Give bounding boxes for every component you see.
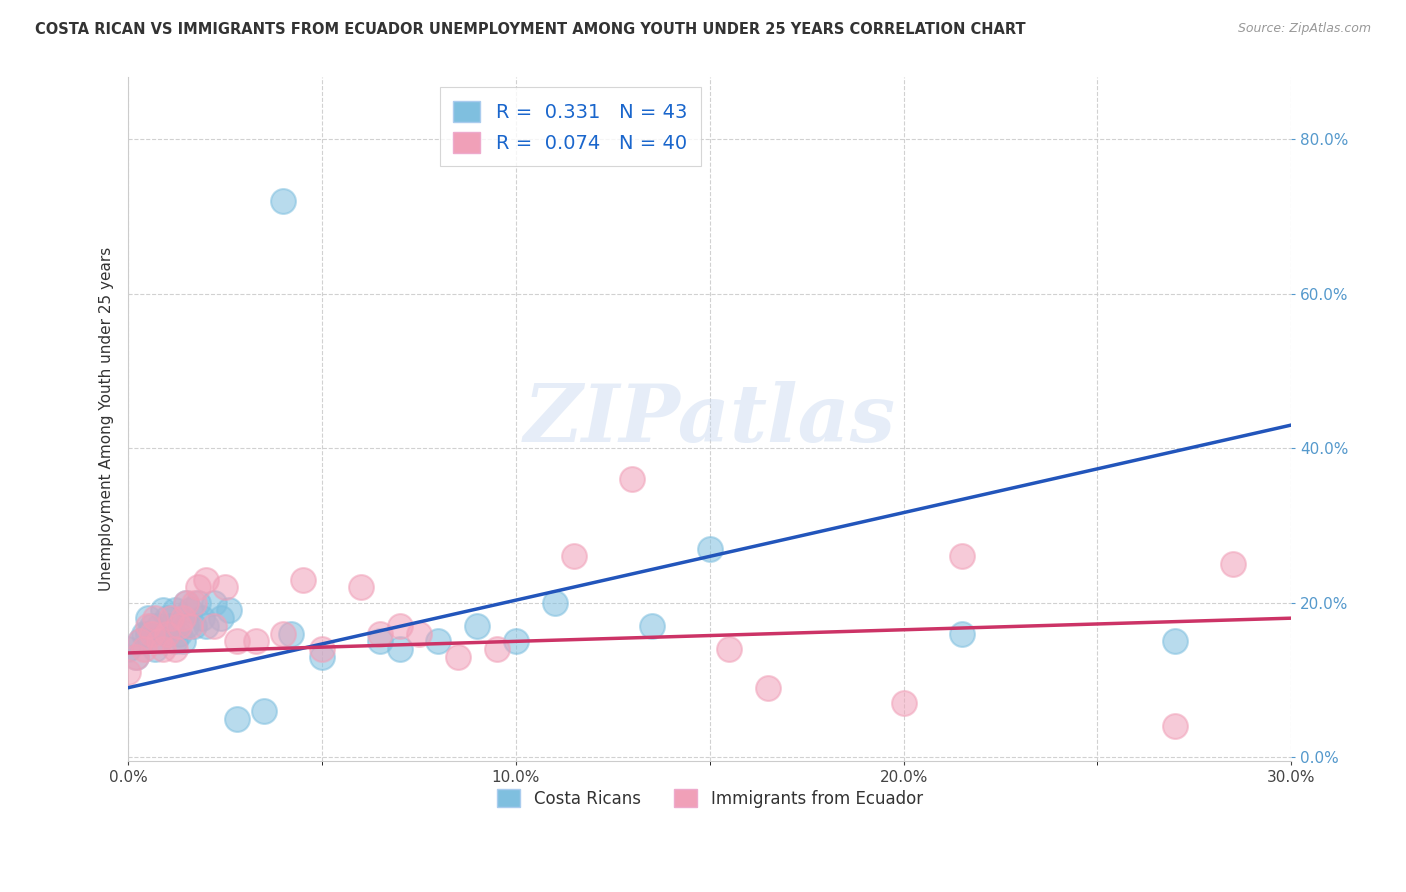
Point [145,611,167,625]
Point [152,603,174,617]
Point [209,611,232,625]
Point [194,619,217,633]
Point [368,634,391,648]
Point [163,634,186,648]
Point [562,549,585,564]
Point [280,626,302,640]
Point [427,634,450,648]
Point [621,472,644,486]
Point [163,603,186,617]
Point [160,611,183,625]
Point [544,596,567,610]
Point [176,619,198,633]
Point [176,596,198,610]
Text: ZIPatlas: ZIPatlas [523,381,896,458]
Point [160,619,183,633]
Point [194,573,217,587]
Point [718,642,741,657]
Point [141,626,163,640]
Point [350,580,373,594]
Point [408,626,430,640]
Point [214,580,236,594]
Point [1222,557,1244,571]
Point [148,634,170,648]
Point [148,634,170,648]
Y-axis label: Unemployment Among Youth under 25 years: Unemployment Among Youth under 25 years [100,247,114,591]
Point [156,611,179,625]
Point [218,603,240,617]
Point [136,611,159,625]
Point [172,611,194,625]
Point [128,634,150,648]
Point [128,634,150,648]
Point [132,626,155,640]
Point [187,580,209,594]
Point [465,619,488,633]
Point [117,642,139,657]
Point [273,626,295,640]
Point [273,194,295,208]
Legend: Costa Ricans, Immigrants from Ecuador: Costa Ricans, Immigrants from Ecuador [491,782,929,814]
Point [950,549,973,564]
Point [125,649,148,664]
Text: COSTA RICAN VS IMMIGRANTS FROM ECUADOR UNEMPLOYMENT AMONG YOUTH UNDER 25 YEARS C: COSTA RICAN VS IMMIGRANTS FROM ECUADOR U… [35,22,1026,37]
Point [368,626,391,640]
Point [699,541,721,556]
Point [125,649,148,664]
Point [167,619,190,633]
Point [485,642,508,657]
Point [447,649,470,664]
Point [179,603,201,617]
Point [291,573,314,587]
Point [152,642,174,657]
Point [176,596,198,610]
Point [136,626,159,640]
Point [191,611,214,625]
Point [505,634,527,648]
Point [117,665,139,680]
Point [183,596,205,610]
Point [141,619,163,633]
Point [132,642,155,657]
Point [163,642,186,657]
Point [640,619,662,633]
Point [756,681,779,695]
Point [202,619,225,633]
Point [311,642,333,657]
Point [167,626,190,640]
Point [156,626,179,640]
Text: Source: ZipAtlas.com: Source: ZipAtlas.com [1237,22,1371,36]
Point [388,642,411,657]
Point [253,704,276,718]
Point [1164,634,1187,648]
Point [187,596,209,610]
Point [156,626,179,640]
Point [388,619,411,633]
Point [311,649,333,664]
Point [245,634,267,648]
Point [136,619,159,633]
Point [148,619,170,633]
Point [893,696,915,710]
Point [202,596,225,610]
Point [225,634,247,648]
Point [179,619,201,633]
Point [172,634,194,648]
Point [1164,719,1187,733]
Point [950,626,973,640]
Point [145,642,167,657]
Point [183,619,205,633]
Point [225,712,247,726]
